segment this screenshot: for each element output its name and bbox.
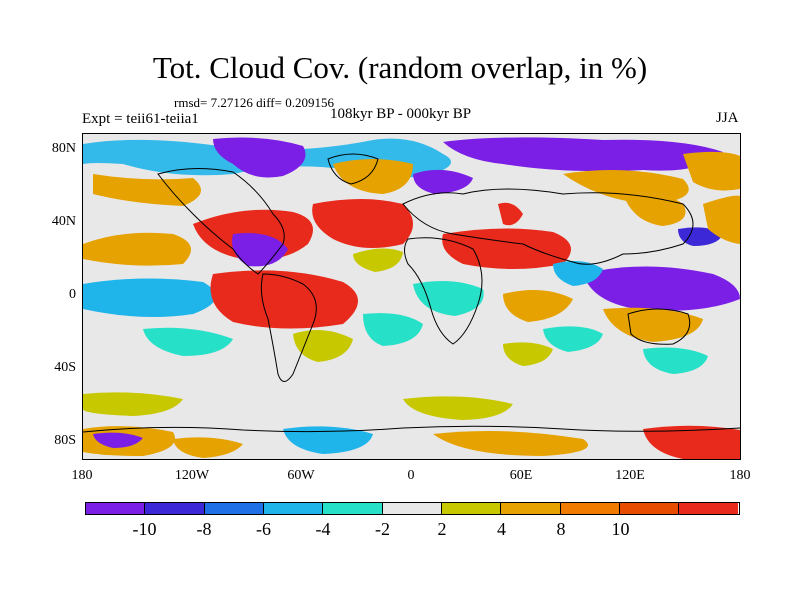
colorbar-segment bbox=[441, 503, 502, 514]
lon-label-120e: 120E bbox=[615, 468, 645, 483]
colorbar bbox=[85, 502, 740, 515]
colorbar-tick-label: 2 bbox=[437, 519, 447, 539]
colorbar-tick-label: -10 bbox=[132, 519, 157, 539]
stats-text: rmsd= 7.27126 diff= 0.209156 bbox=[174, 95, 334, 110]
colorbar-segment bbox=[323, 503, 383, 514]
lat-label-80s: 80S bbox=[54, 433, 76, 448]
colorbar-tick-label: -2 bbox=[375, 519, 390, 539]
colorbar-tick-label: -8 bbox=[196, 519, 212, 539]
lon-label-60w: 60W bbox=[287, 468, 315, 483]
lon-label-180w: 180 bbox=[71, 468, 93, 483]
colorbar-tick-label: 10 bbox=[611, 519, 630, 539]
colorbar-segment bbox=[263, 503, 324, 514]
lon-label-60e: 60E bbox=[509, 468, 533, 483]
map-title: Tot. Cloud Cov. (random overlap, in %) bbox=[152, 50, 648, 85]
colorbar-tick-label: 8 bbox=[556, 519, 566, 539]
colorbar-tick-label: -4 bbox=[315, 519, 331, 539]
colorbar-segment bbox=[86, 503, 146, 514]
lon-label-120w: 120W bbox=[174, 468, 210, 483]
lat-label-80n: 80N bbox=[51, 141, 76, 156]
colorbar-segment bbox=[204, 503, 264, 514]
period-label: 108kyr BP - 000kyr BP bbox=[330, 106, 472, 122]
anomaly-fields bbox=[83, 137, 740, 459]
cloud-anomaly-map bbox=[83, 134, 740, 459]
experiment-label: Expt = teii61-teiia1 bbox=[82, 111, 199, 127]
lat-label-0: 0 bbox=[69, 287, 76, 302]
lon-label-0: 0 bbox=[407, 468, 415, 483]
lat-label-40s: 40S bbox=[54, 360, 76, 375]
colorbar-segment bbox=[679, 503, 739, 514]
lat-label-40n: 40N bbox=[51, 214, 76, 229]
colorbar-tick-label: -6 bbox=[256, 519, 271, 539]
colorbar-segment bbox=[145, 503, 205, 514]
colorbar-tick-label: 4 bbox=[497, 519, 506, 539]
season-label: JJA bbox=[716, 110, 739, 126]
lon-label-180e: 180 bbox=[729, 468, 751, 483]
colorbar-segment bbox=[382, 503, 442, 514]
colorbar-segment bbox=[501, 503, 561, 514]
colorbar-segment bbox=[619, 503, 680, 514]
map-panel bbox=[82, 133, 741, 460]
colorbar-segment bbox=[560, 503, 620, 514]
coastlines bbox=[83, 153, 740, 433]
